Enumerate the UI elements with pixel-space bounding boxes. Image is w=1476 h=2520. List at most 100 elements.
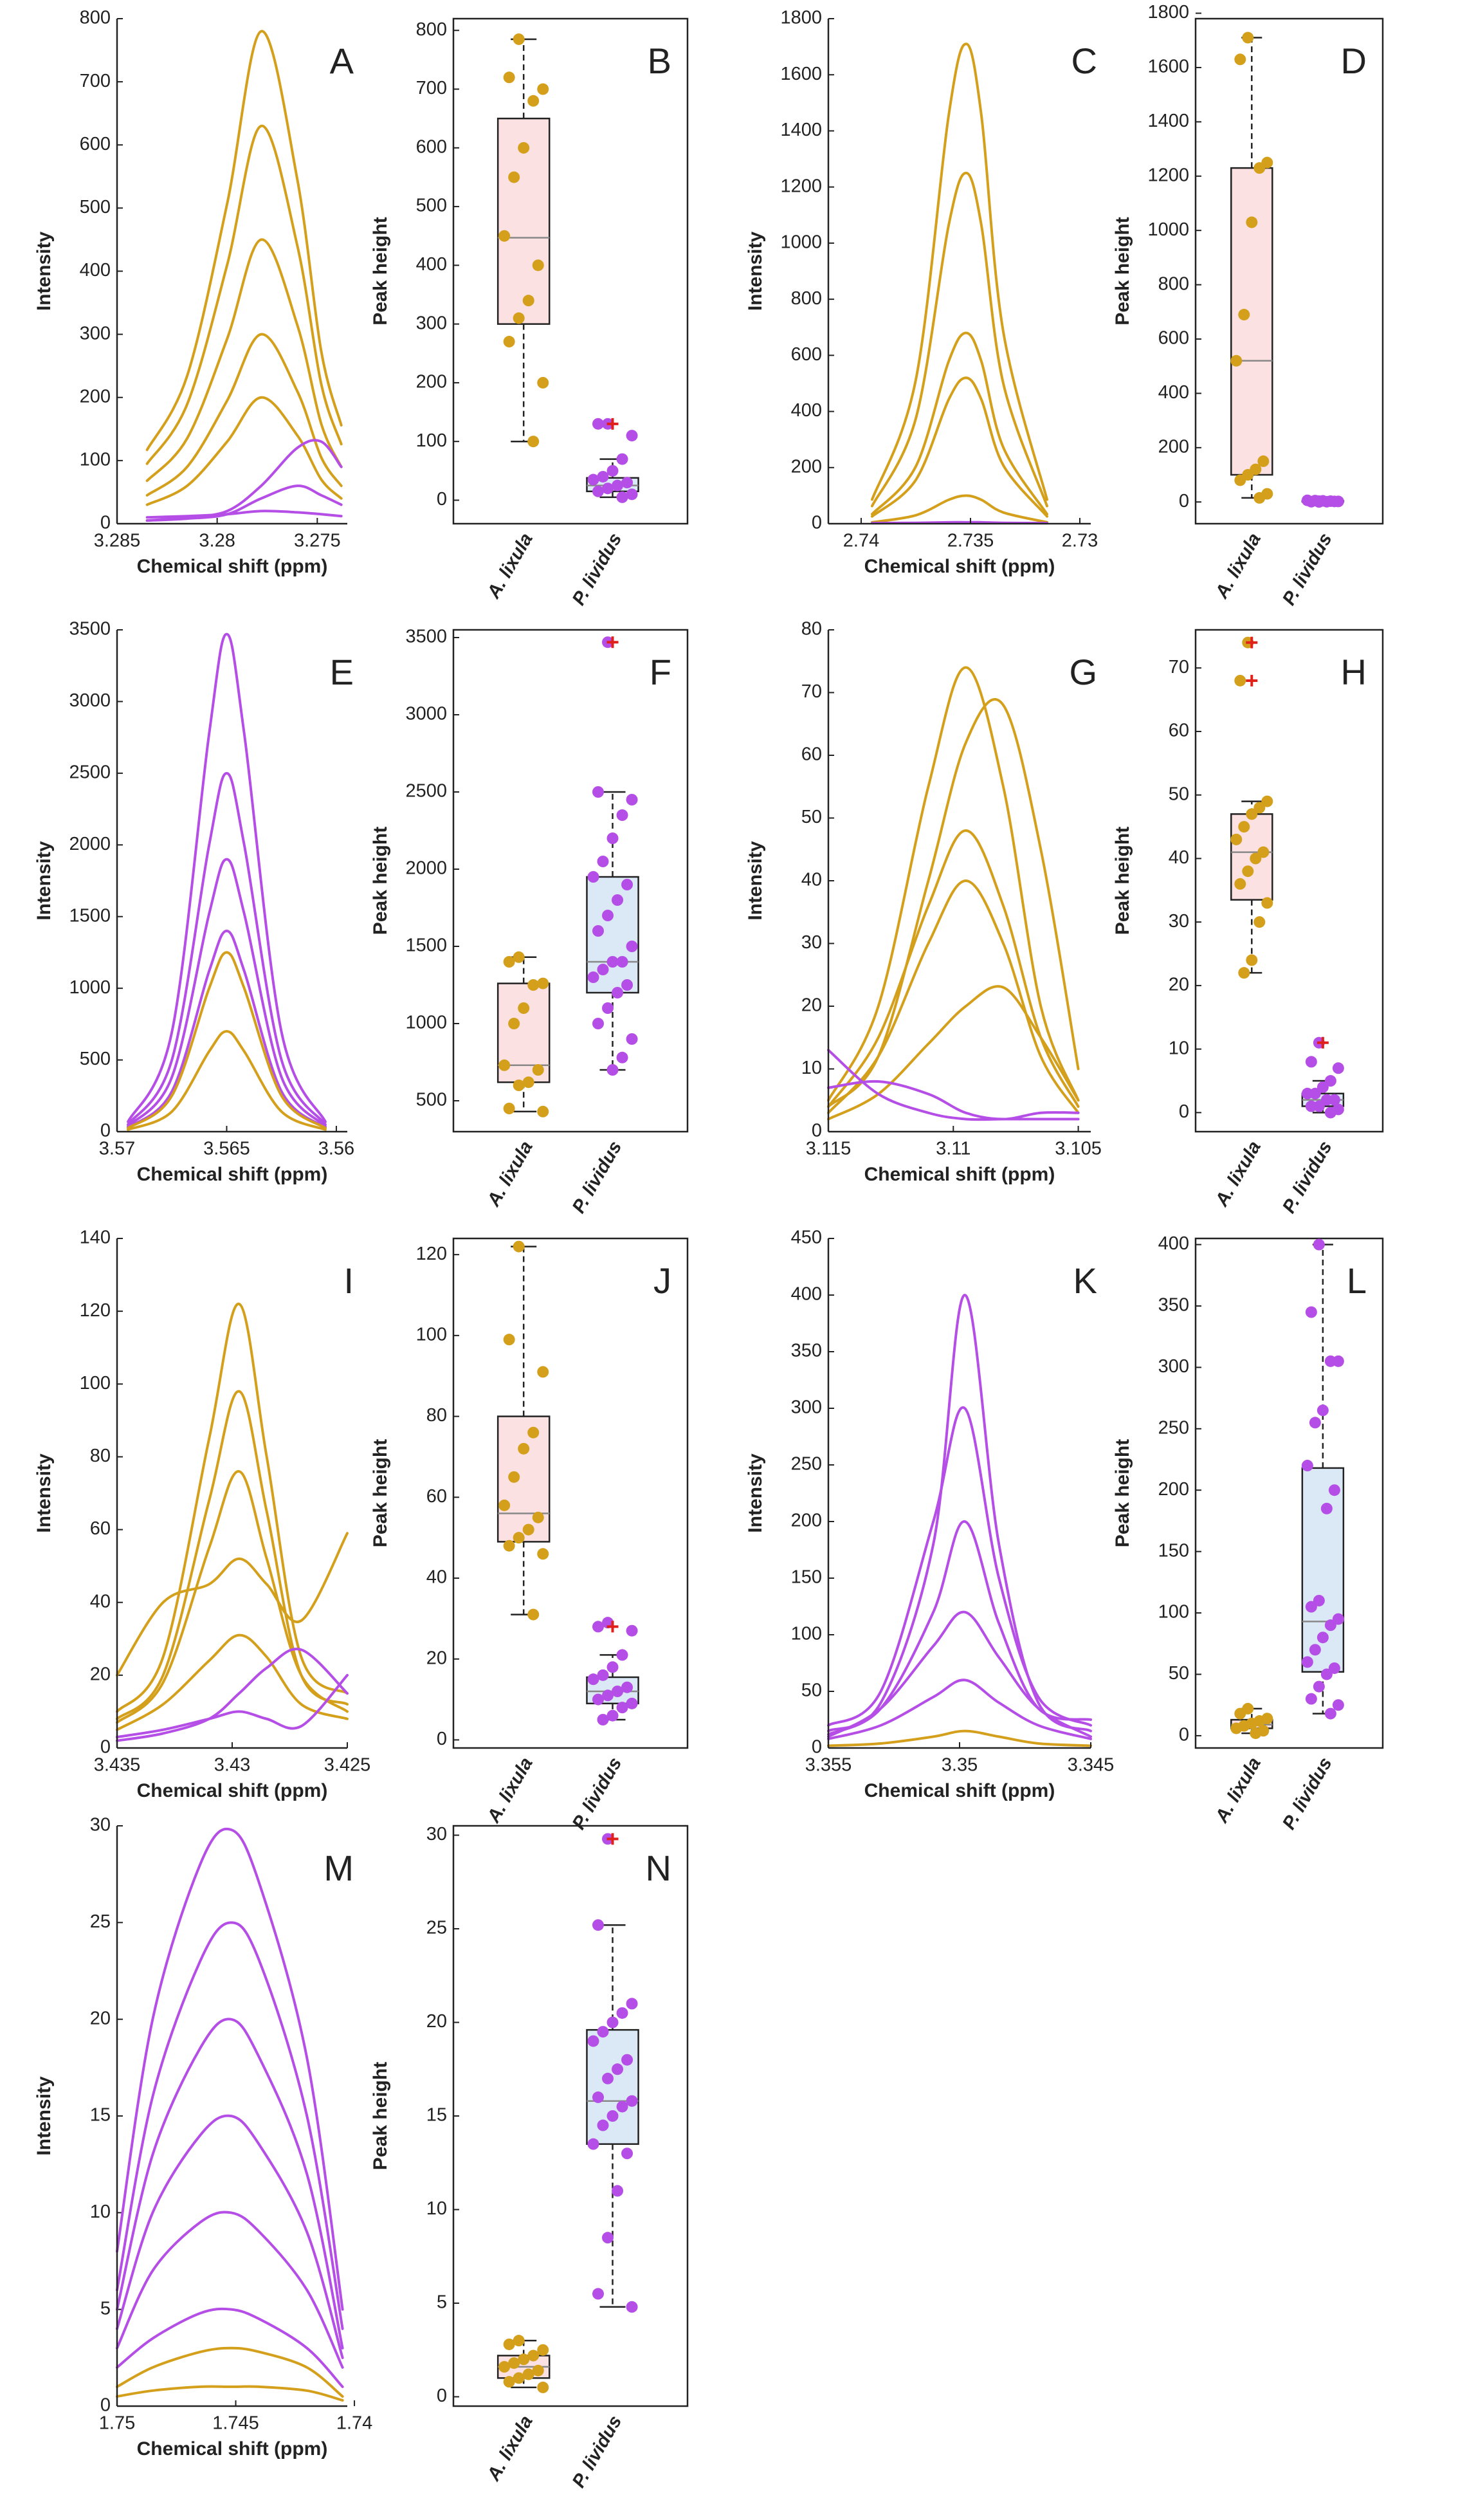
y-tick-label: 150: [791, 1567, 822, 1588]
y-axis-title: Intensity: [33, 2076, 55, 2156]
data-point: [1328, 1662, 1340, 1674]
data-point: [527, 1426, 540, 1439]
panel: 0 5 10 15 20 25 30 Intensity 1.75 1.745 1.74 Chemic…: [33, 1815, 372, 2460]
spectrum-line: [116, 2114, 344, 2359]
spectrum-line: [116, 1302, 349, 1713]
y-tick-label: 1000: [1147, 219, 1189, 240]
y-tick-label: 10: [90, 2202, 111, 2222]
data-point: [626, 1033, 638, 1045]
y-axis-title: Peak height: [1112, 1439, 1133, 1547]
spectrum-line: [827, 1678, 1092, 1740]
y-tick-label: 30: [1169, 911, 1189, 932]
panel-letter: H: [1341, 652, 1367, 692]
data-point: [1253, 802, 1266, 814]
y-tick-label: 0: [812, 1121, 822, 1141]
y-tick-label: 0: [812, 513, 822, 533]
data-point: [1305, 1601, 1317, 1613]
y-tick-label: 1800: [1147, 2, 1189, 23]
data-point: [498, 1059, 511, 1071]
x-tick-label: 3.435: [94, 1755, 141, 1776]
data-point: [513, 951, 525, 963]
spectrum-line: [127, 930, 327, 1129]
data-point: [616, 1649, 628, 1661]
spectrum-line: [827, 1610, 1092, 1738]
y-tick-label: 60: [1169, 721, 1189, 741]
y-tick-label: 400: [416, 254, 447, 275]
data-point: [1317, 1404, 1329, 1417]
outlier: [606, 636, 619, 648]
data-point: [1234, 878, 1246, 890]
data-point: [1242, 32, 1254, 44]
y-tick-label: 140: [80, 1228, 111, 1248]
y-tick-label: 1400: [780, 120, 822, 140]
y-axis-title: Peak height: [1112, 827, 1133, 935]
data-point: [537, 1548, 549, 1560]
plot-frame: [452, 629, 689, 1133]
data-point: [592, 1621, 604, 1633]
data-point: [1320, 1668, 1333, 1680]
y-axis-title: Peak height: [370, 1439, 391, 1547]
data-point: [626, 2095, 638, 2107]
data-point: [587, 871, 599, 883]
data-point: [1253, 492, 1266, 504]
data-point: [606, 2110, 619, 2122]
data-point: [498, 1499, 511, 1511]
spectrum-line: [116, 1648, 349, 1742]
data-point: [616, 809, 628, 821]
x-tick-label: 2.73: [1062, 531, 1098, 551]
x-axis-title: Chemical shift (ppm): [864, 556, 1055, 577]
data-point: [1313, 1680, 1325, 1693]
data-point: [1305, 1693, 1317, 1705]
panel-letter: F: [650, 652, 671, 692]
data-point: [1257, 846, 1270, 858]
data-point: [1253, 162, 1266, 174]
spectrum-line: [871, 376, 1048, 518]
data-point: [1234, 53, 1246, 66]
data-point: [527, 1608, 540, 1621]
data-point: [527, 95, 540, 107]
box: [586, 2028, 639, 2145]
spectrum-line: [145, 333, 343, 497]
x-tick-label: 3.43: [214, 1755, 250, 1776]
y-tick-label: 10: [426, 2198, 447, 2219]
data-point: [621, 2054, 633, 2066]
spectrum-line: [827, 1406, 1092, 1727]
y-tick-label: 0: [1179, 1101, 1189, 1122]
data-point: [616, 956, 628, 968]
y-tick-label: 1200: [780, 176, 822, 196]
spectrum-line: [116, 1921, 344, 2330]
data-point: [532, 259, 544, 271]
y-tick-label: 700: [416, 78, 447, 98]
y-tick-label: 10: [801, 1058, 822, 1078]
y-tick-label: 0: [100, 1121, 111, 1141]
data-point: [537, 1366, 549, 1378]
data-point: [616, 1051, 628, 1063]
data-point: [503, 2376, 515, 2388]
data-point: [626, 2301, 638, 2313]
panel-letter: C: [1071, 41, 1097, 81]
y-tick-label: 0: [100, 1737, 111, 1758]
y-tick-label: 0: [1179, 491, 1189, 511]
y-tick-label: 3000: [405, 704, 447, 724]
y-axis-title: Peak height: [370, 217, 391, 325]
x-tick-label: 1.745: [212, 2413, 259, 2434]
spectrum-line: [827, 698, 1080, 1108]
y-tick-label: 1200: [1147, 165, 1189, 185]
panel-letter: M: [323, 1848, 354, 1888]
data-point: [513, 33, 525, 45]
data-point: [592, 418, 604, 430]
data-point: [592, 2288, 604, 2300]
data-point: [532, 2364, 544, 2377]
y-tick-label: 400: [791, 1284, 822, 1305]
data-point: [1324, 1707, 1336, 1720]
y-tick-label: 1000: [69, 977, 111, 998]
data-point: [522, 295, 534, 307]
x-tick-label: 3.275: [294, 531, 341, 551]
y-tick-label: 50: [1169, 1663, 1189, 1684]
spectrum-line: [127, 951, 327, 1130]
panel-letter: I: [343, 1260, 354, 1301]
data-point: [626, 1624, 638, 1637]
data-point: [612, 479, 624, 492]
panel-letter: L: [1347, 1260, 1367, 1301]
spectrum-line: [871, 171, 1048, 508]
